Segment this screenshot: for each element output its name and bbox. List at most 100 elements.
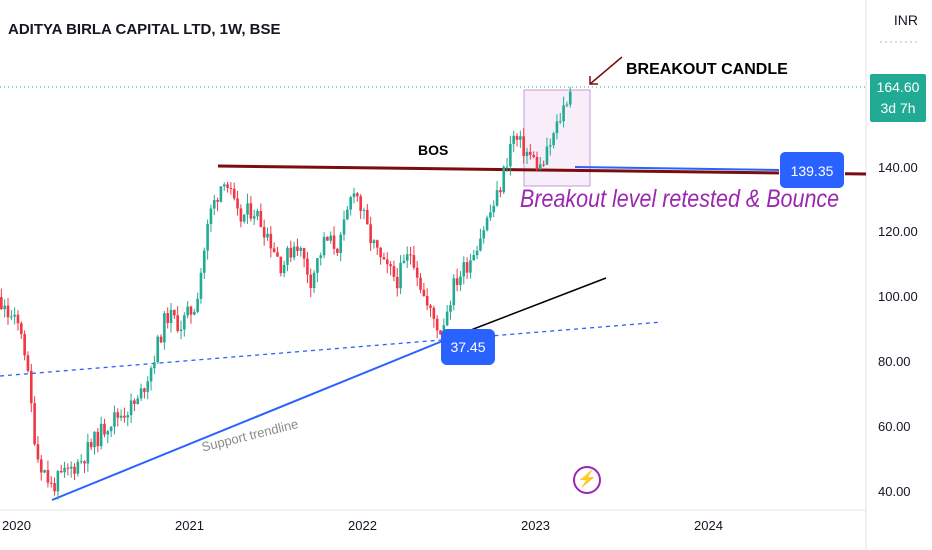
candle-body	[212, 200, 216, 209]
candle-body	[542, 164, 545, 166]
candle-body	[302, 247, 306, 259]
lightning-icon[interactable]: ⚡	[573, 466, 601, 494]
candle-body	[99, 423, 103, 447]
last-price-value: 164.60	[876, 79, 920, 95]
candle-body	[113, 412, 116, 427]
candle-body	[63, 467, 66, 473]
candle-body	[522, 136, 525, 156]
candle-body	[26, 355, 30, 371]
candle-body	[366, 209, 369, 225]
candle-body	[449, 305, 452, 312]
candle-body	[279, 256, 283, 274]
candle-body	[525, 151, 529, 156]
candle-body	[66, 467, 70, 469]
candle-body	[548, 145, 552, 147]
candle-body	[226, 184, 229, 188]
chart-title: ADITYA BIRLA CAPITAL LTD, 1W, BSE	[8, 21, 281, 38]
candle-body	[10, 316, 13, 318]
candle-body	[336, 248, 339, 253]
candle-body	[539, 164, 542, 170]
candle-body	[296, 246, 299, 251]
candle-body	[236, 198, 239, 209]
candle-body	[46, 470, 50, 483]
y-tick-label: 100.00	[878, 289, 918, 304]
candle-body	[53, 483, 56, 492]
candle-body	[16, 314, 20, 324]
candle-body	[562, 105, 565, 122]
candle-body	[422, 289, 426, 297]
candle-body	[439, 330, 442, 335]
y-tick-label: 120.00	[878, 224, 918, 239]
candle-body	[395, 276, 399, 289]
candle-body	[269, 233, 273, 249]
candle-body	[229, 187, 233, 189]
candle-body	[149, 368, 153, 382]
candle-body	[509, 143, 512, 167]
candle-body	[568, 91, 572, 105]
candle-body	[322, 236, 326, 256]
candle-body	[306, 258, 309, 275]
candle-body	[482, 230, 486, 239]
candle-body	[49, 482, 53, 484]
x-tick-label: 2020	[2, 518, 31, 533]
candle-body	[43, 470, 46, 473]
candle-body	[136, 398, 140, 404]
candle-body	[402, 260, 406, 263]
candle-body	[23, 334, 26, 356]
candle-body	[359, 196, 362, 211]
candle-body	[242, 214, 246, 222]
candle-body	[126, 415, 130, 418]
candle-body	[429, 305, 432, 308]
candle-body	[445, 311, 449, 326]
candle-body	[202, 250, 206, 273]
candle-body	[193, 311, 196, 315]
currency-label[interactable]: INR	[893, 12, 918, 28]
candle-body	[109, 426, 113, 432]
candle-body	[515, 135, 519, 140]
retest-note: Breakout level retested & Bounce	[520, 185, 840, 213]
candle-body	[282, 264, 286, 274]
candle-body	[492, 205, 496, 213]
candle-body	[93, 431, 96, 448]
candle-body	[79, 461, 83, 463]
candle-body	[292, 246, 296, 258]
y-tick-label: 80.00	[878, 354, 911, 369]
level-badge[interactable]: 139.35	[779, 151, 845, 189]
candle-body	[532, 154, 535, 157]
candle-body	[558, 121, 562, 123]
candle-body	[349, 197, 352, 210]
candle-body	[545, 146, 549, 165]
candle-body	[173, 309, 176, 316]
candle-body	[179, 329, 183, 332]
candle-body	[415, 267, 419, 278]
candle-body	[346, 209, 349, 220]
candle-body	[339, 234, 342, 253]
candle-body	[332, 235, 336, 249]
candle-body	[342, 219, 346, 235]
candle-body	[59, 470, 63, 473]
candle-body	[502, 166, 506, 193]
candle-body	[139, 388, 143, 399]
candle-body	[465, 262, 469, 273]
candle-body	[106, 431, 110, 435]
candle-body	[499, 190, 502, 193]
candle-body	[29, 370, 33, 404]
candle-body	[83, 461, 86, 464]
candle-body	[219, 186, 223, 202]
candle-body	[316, 258, 319, 273]
candle-body	[232, 188, 236, 199]
candle-body	[222, 184, 226, 187]
candle-body	[425, 296, 429, 306]
candle-body	[73, 466, 76, 474]
candle-body	[183, 315, 186, 330]
candle-body	[13, 314, 16, 317]
candle-body	[475, 250, 479, 256]
candle-body	[432, 307, 436, 319]
bos-label: BOS	[418, 142, 449, 158]
bar-countdown: 3d 7h	[880, 100, 916, 116]
candle-body	[169, 309, 173, 323]
candle-body	[462, 262, 466, 277]
trend-badge[interactable]: 37.45	[441, 329, 495, 365]
